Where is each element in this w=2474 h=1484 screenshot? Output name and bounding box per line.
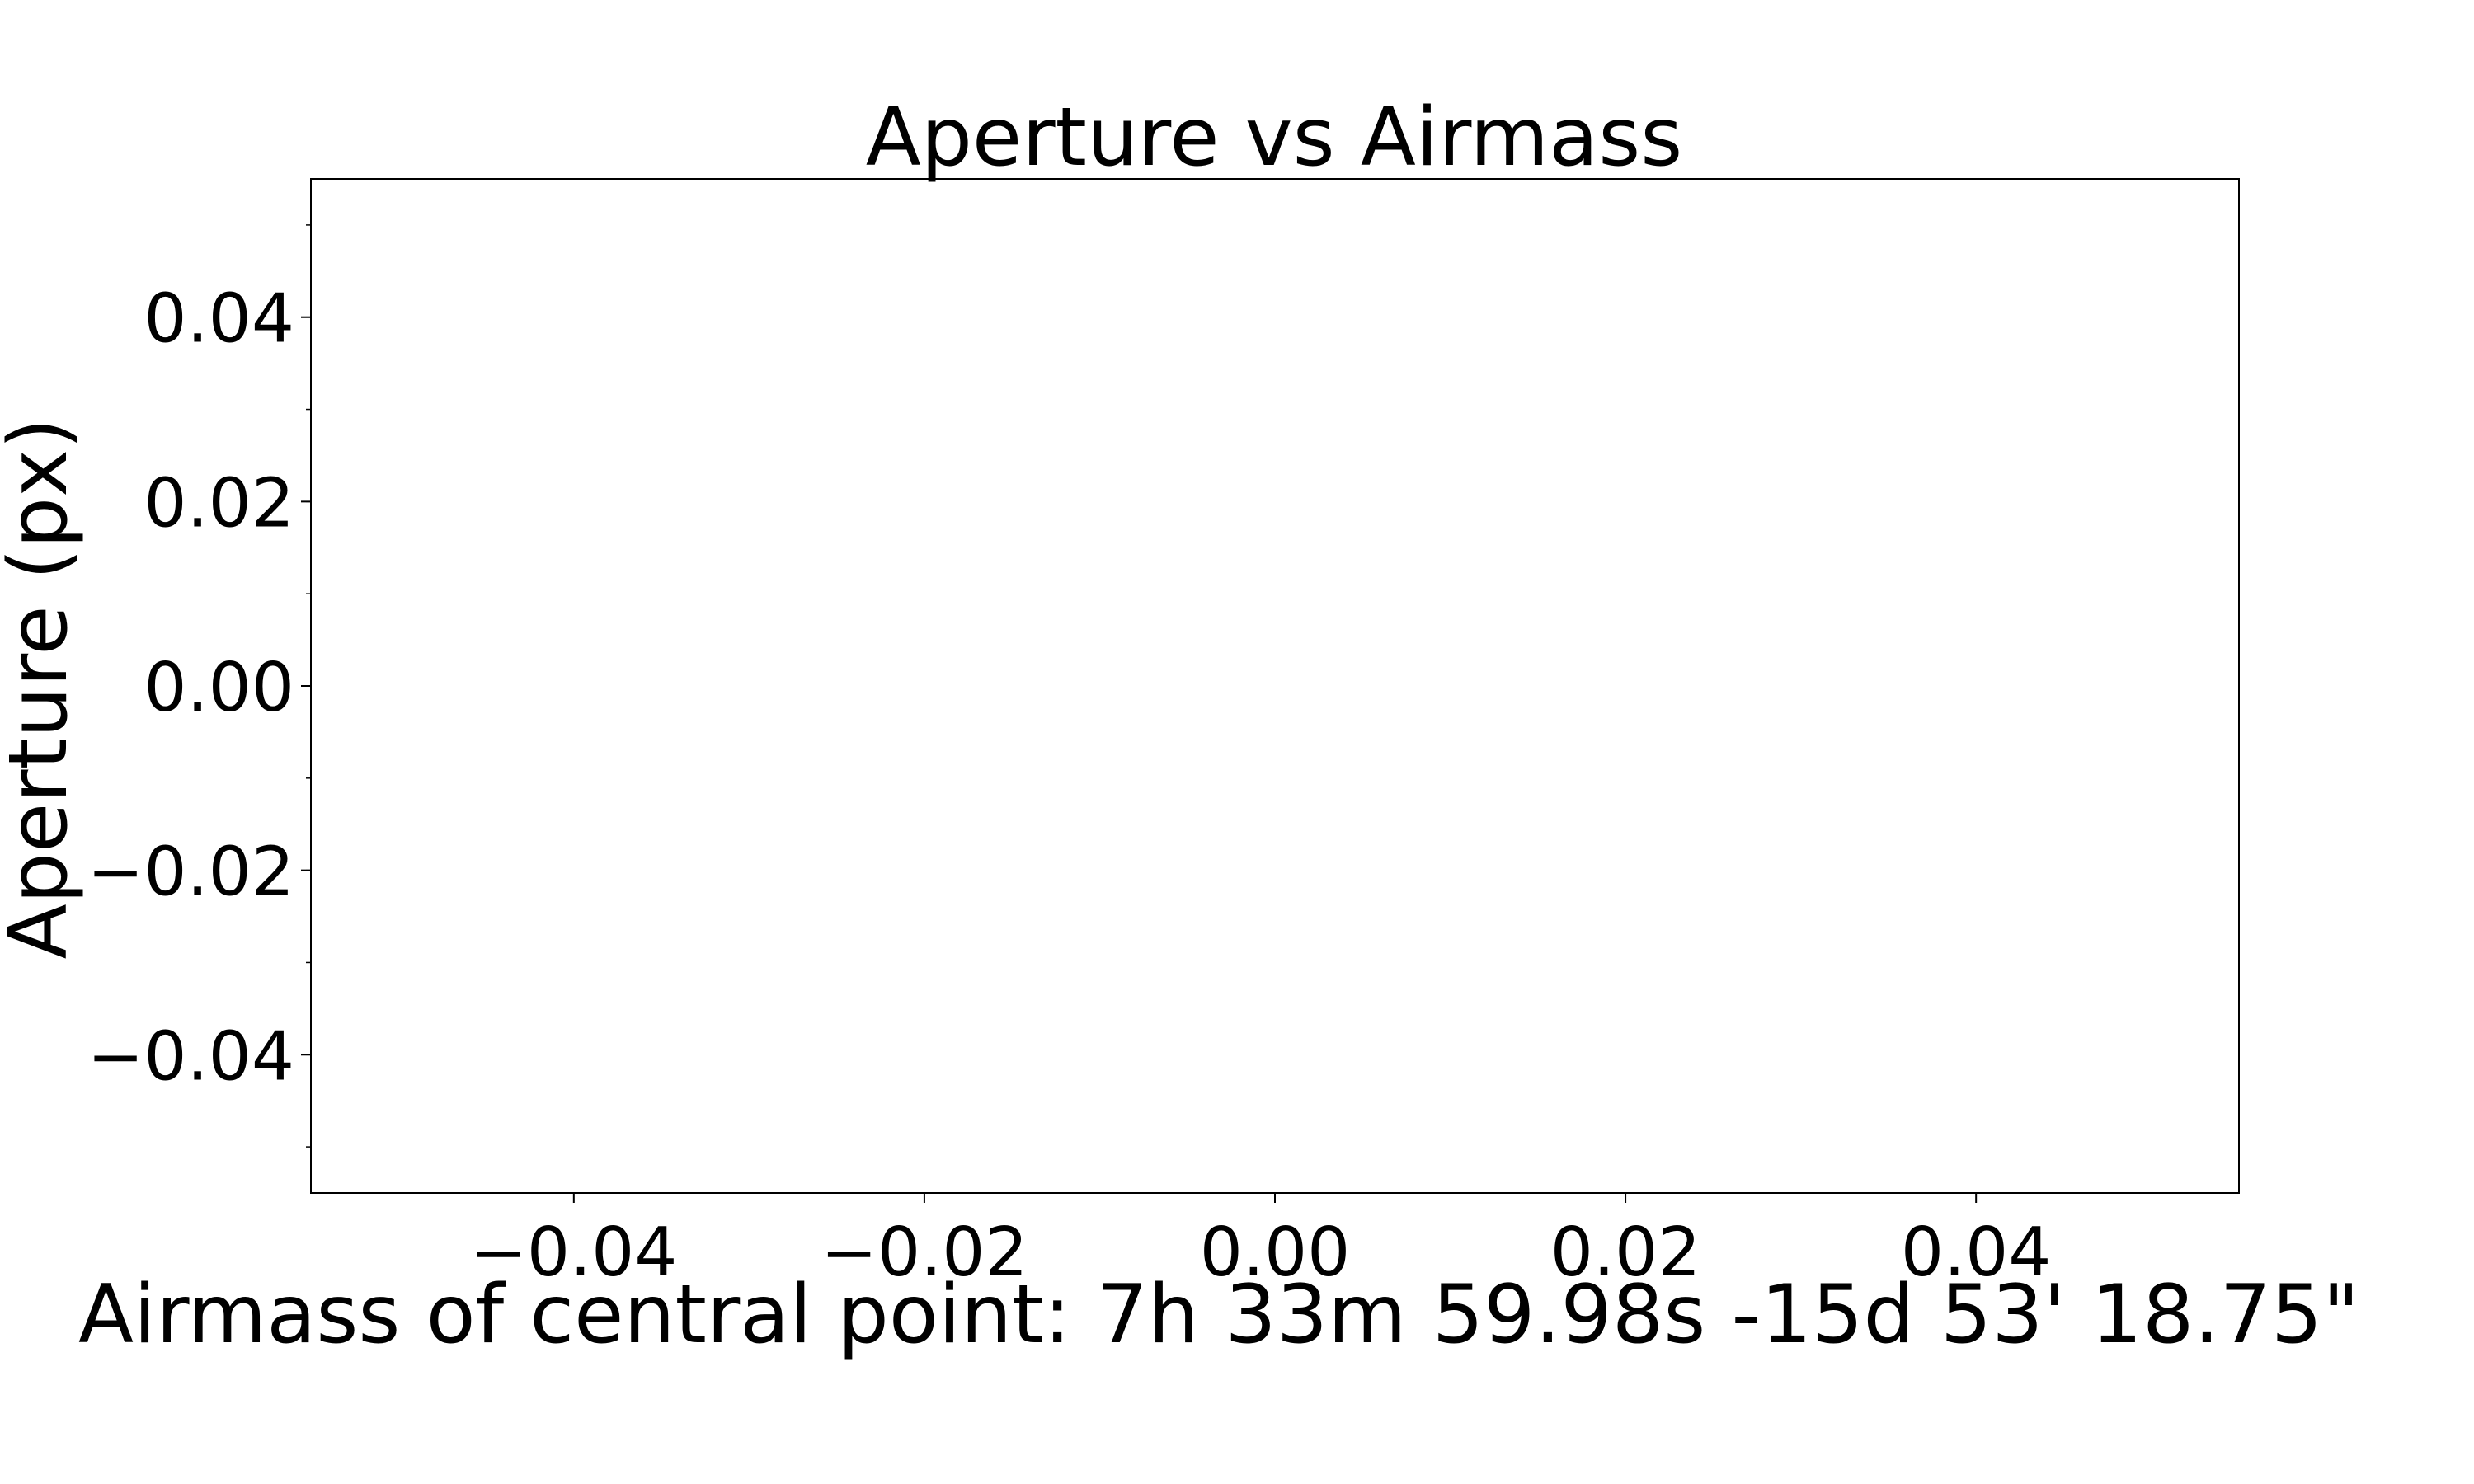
y-tick-label: 0.02 — [143, 464, 294, 542]
x-tick-label: −0.04 — [470, 1214, 677, 1292]
y-tick-label: −0.04 — [87, 1017, 294, 1096]
y-axis: 0.04 0.02 0.00 −0.02 −0.04 — [87, 224, 311, 1148]
y-tick-label: 0.04 — [143, 280, 294, 359]
y-tick-label: −0.02 — [87, 834, 294, 912]
x-axis-label: Airmass of central point: 7h 33m 59.98s … — [78, 1268, 2359, 1362]
x-tick-label: −0.02 — [821, 1214, 1028, 1292]
y-tick-label: 0.00 — [143, 649, 294, 727]
x-tick-label: 0.00 — [1200, 1214, 1351, 1292]
y-axis-label: Aperture (px) — [0, 418, 86, 960]
x-tick-label: 0.02 — [1550, 1214, 1701, 1292]
x-axis: −0.04 −0.02 0.00 0.02 0.04 — [470, 1193, 2051, 1292]
chart-title: Aperture vs Airmass — [866, 91, 1683, 185]
x-tick-label: 0.04 — [1901, 1214, 2052, 1292]
